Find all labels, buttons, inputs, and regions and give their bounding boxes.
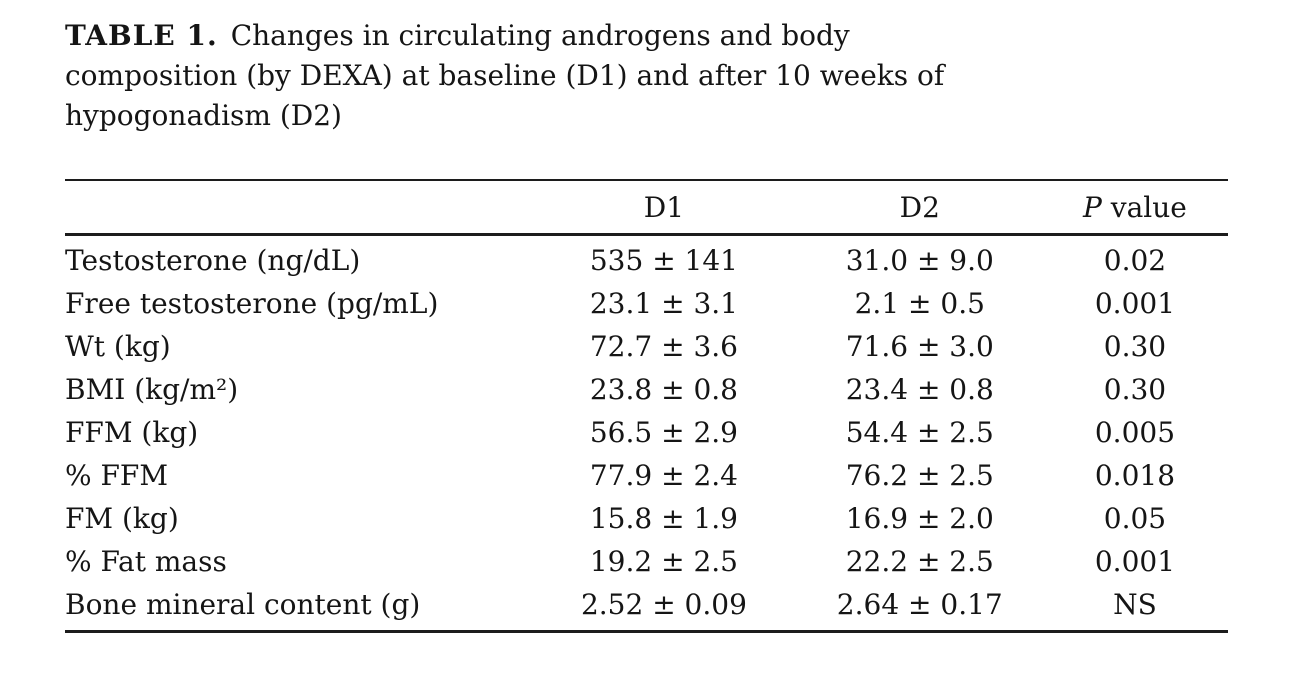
cell-d1: 535 ± 141	[589, 244, 738, 277]
table-row: BMI (kg/m²) 23.8 ± 0.8 23.4 ± 0.8 0.30	[65, 368, 1228, 411]
cell-pvalue: NS	[1113, 588, 1157, 621]
caption-line-2: composition (by DEXA) at baseline (D1) a…	[65, 59, 945, 92]
header-row: D1 D2 P value	[65, 180, 1228, 236]
table-row: % FFM 77.9 ± 2.4 76.2 ± 2.5 0.018	[65, 454, 1228, 497]
caption-line-3: hypogonadism (D2)	[65, 99, 342, 132]
row-label: Testosterone (ng/dL)	[65, 244, 361, 277]
table-row: FM (kg) 15.8 ± 1.9 16.9 ± 2.0 0.05	[65, 497, 1228, 540]
column-header-pvalue: P value	[1041, 180, 1228, 236]
cell-d2: 23.4 ± 0.8	[845, 373, 994, 406]
row-label: Wt (kg)	[65, 330, 171, 363]
caption-text-1: Changes in circulating androgens and bod…	[230, 19, 850, 52]
table-body: Testosterone (ng/dL) 535 ± 141 31.0 ± 9.…	[65, 235, 1228, 632]
pvalue-italic-p: P	[1083, 190, 1102, 224]
cell-d2: 16.9 ± 2.0	[845, 502, 994, 535]
table-number-label: TABLE 1.	[65, 19, 218, 52]
cell-pvalue: 0.001	[1094, 545, 1176, 578]
caption-line-1: TABLE 1. Changes in circulating androgens…	[65, 16, 944, 56]
cell-d1: 72.7 ± 3.6	[589, 330, 738, 363]
table-row: Bone mineral content (g) 2.52 ± 0.09 2.6…	[65, 583, 1228, 632]
cell-pvalue: 0.30	[1103, 330, 1167, 363]
row-label: % FFM	[65, 459, 169, 492]
table-row: Wt (kg) 72.7 ± 3.6 71.6 ± 3.0 0.30	[65, 325, 1228, 368]
table-caption: TABLE 1. Changes in circulating androgens…	[65, 16, 944, 136]
cell-d2: 22.2 ± 2.5	[845, 545, 994, 578]
row-label: Bone mineral content (g)	[65, 588, 421, 621]
table-row: % Fat mass 19.2 ± 2.5 22.2 ± 2.5 0.001	[65, 540, 1228, 583]
cell-d1: 23.1 ± 3.1	[589, 287, 738, 320]
cell-d1: 2.52 ± 0.09	[580, 588, 747, 621]
row-label: % Fat mass	[65, 545, 227, 578]
cell-d1: 56.5 ± 2.9	[589, 416, 738, 449]
cell-d2: 71.6 ± 3.0	[845, 330, 994, 363]
table-row: Testosterone (ng/dL) 535 ± 141 31.0 ± 9.…	[65, 235, 1228, 283]
table-row: Free testosterone (pg/mL) 23.1 ± 3.1 2.1…	[65, 282, 1228, 325]
pvalue-rest: value	[1101, 190, 1187, 224]
column-header-d2: D2	[797, 180, 1042, 236]
row-label: FM (kg)	[65, 502, 179, 535]
cell-d1: 19.2 ± 2.5	[589, 545, 738, 578]
data-table: D1 D2 P value Testosterone (ng/dL) 535 ±…	[65, 179, 1228, 633]
cell-pvalue: 0.30	[1103, 373, 1167, 406]
cell-pvalue: 0.02	[1103, 244, 1167, 277]
table-row: FFM (kg) 56.5 ± 2.9 54.4 ± 2.5 0.005	[65, 411, 1228, 454]
cell-d2: 76.2 ± 2.5	[845, 459, 994, 492]
row-label: Free testosterone (pg/mL)	[65, 287, 439, 320]
cell-pvalue: 0.001	[1094, 287, 1176, 320]
cell-d1: 23.8 ± 0.8	[589, 373, 738, 406]
cell-d1: 77.9 ± 2.4	[589, 459, 738, 492]
row-label: BMI (kg/m²)	[65, 373, 239, 406]
column-header-d1: D1	[530, 180, 798, 236]
cell-d2: 54.4 ± 2.5	[845, 416, 994, 449]
cell-d2: 2.64 ± 0.17	[836, 588, 1003, 621]
cell-pvalue: 0.018	[1094, 459, 1176, 492]
cell-d1: 15.8 ± 1.9	[589, 502, 738, 535]
cell-d2: 31.0 ± 9.0	[845, 244, 994, 277]
cell-d2: 2.1 ± 0.5	[854, 287, 985, 320]
row-label: FFM (kg)	[65, 416, 199, 449]
cell-pvalue: 0.005	[1094, 416, 1176, 449]
column-header-empty	[65, 180, 531, 236]
cell-pvalue: 0.05	[1103, 502, 1167, 535]
